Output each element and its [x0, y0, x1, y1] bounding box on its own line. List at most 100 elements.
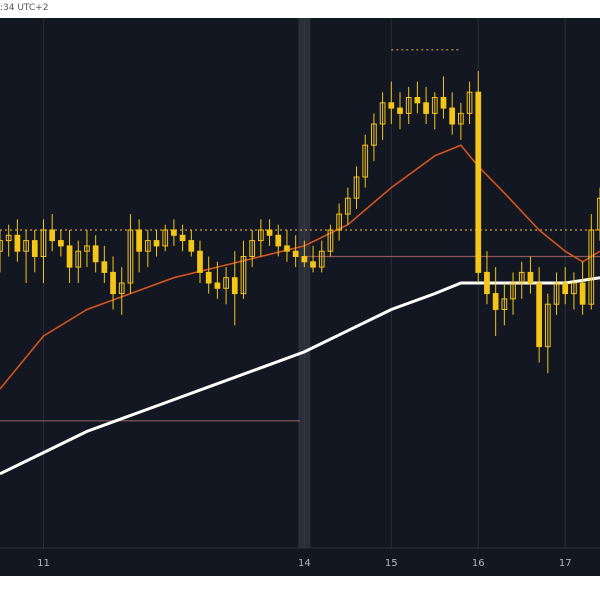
candle-body	[284, 245, 290, 252]
candle-body	[205, 271, 212, 284]
candle	[344, 187, 351, 225]
candle	[23, 230, 29, 283]
candle	[214, 261, 221, 299]
candle-body	[179, 234, 186, 242]
candle-body	[188, 240, 195, 252]
candle	[162, 224, 169, 252]
candle-body	[136, 229, 142, 252]
candle-body	[153, 240, 160, 247]
candle	[66, 230, 73, 283]
candle	[179, 224, 186, 252]
candle	[153, 230, 160, 257]
candle	[492, 267, 499, 336]
candle-body	[344, 197, 351, 215]
candle	[423, 86, 429, 124]
candle	[49, 214, 56, 252]
candle	[5, 224, 12, 257]
x-axis: 11 14 15 16 17	[0, 547, 600, 569]
candle-body	[275, 234, 282, 247]
candle-body	[249, 240, 256, 258]
candle	[475, 71, 482, 283]
candle	[75, 240, 82, 283]
candle	[205, 256, 212, 294]
candle-body	[327, 229, 334, 252]
candle	[397, 92, 403, 130]
candle	[458, 102, 464, 140]
candle-body	[49, 229, 56, 242]
candle	[440, 76, 447, 119]
candle-body	[144, 240, 151, 252]
candle	[84, 230, 90, 268]
candle-body	[240, 256, 247, 295]
candle-body	[223, 277, 229, 289]
highlight-band-layer	[298, 18, 311, 548]
candle	[118, 267, 125, 315]
candle-body	[101, 261, 108, 273]
candles[interactable]	[0, 71, 600, 374]
candle-body	[318, 250, 325, 268]
candle-body	[423, 102, 429, 114]
candle	[197, 240, 203, 283]
candle-body	[562, 282, 569, 295]
candle	[310, 245, 316, 273]
candle	[579, 261, 586, 315]
x-tick-label: 16	[472, 558, 485, 569]
candle-body	[397, 107, 403, 114]
candle	[527, 256, 534, 294]
candle-body	[75, 250, 82, 268]
candle-body	[458, 112, 464, 125]
candle-body	[362, 144, 369, 178]
candle	[318, 240, 325, 273]
candle	[414, 81, 421, 114]
candle	[127, 214, 134, 294]
candle-body	[214, 282, 221, 289]
candle	[562, 267, 569, 305]
fast-moving-average	[0, 144, 600, 390]
candle	[336, 203, 342, 241]
candle	[536, 267, 542, 363]
x-tick-label: 11	[37, 558, 50, 569]
candle	[327, 224, 334, 257]
candle	[266, 219, 273, 246]
candle-body	[388, 102, 395, 109]
candle-body	[127, 229, 134, 284]
candle	[501, 283, 508, 326]
candle-body	[405, 97, 412, 114]
candle	[571, 272, 577, 310]
x-tick-label: 17	[559, 558, 572, 569]
candle-body	[510, 282, 516, 300]
candle-body	[501, 298, 508, 310]
candle-body	[440, 97, 447, 109]
candle-body	[31, 240, 38, 258]
candle	[449, 92, 456, 135]
x-tick-label: 15	[385, 558, 398, 569]
candle-body	[449, 107, 456, 125]
timezone-label: :34 UTC+2	[0, 3, 49, 13]
candle-body	[588, 229, 595, 305]
candle	[405, 86, 412, 124]
level-lines	[0, 49, 600, 422]
session-highlight	[298, 18, 311, 548]
candle	[284, 230, 290, 262]
candle	[240, 240, 247, 299]
candle	[544, 293, 551, 374]
candle-body	[266, 229, 273, 236]
x-axis-background	[0, 548, 600, 576]
candle	[92, 235, 99, 273]
candle-body	[310, 261, 316, 268]
candle	[258, 219, 264, 257]
candle	[144, 230, 151, 268]
candle	[518, 261, 525, 299]
candle-body	[536, 282, 542, 348]
candle	[371, 113, 377, 162]
candle-body	[162, 229, 169, 247]
candle	[597, 187, 600, 241]
candle-body	[58, 240, 64, 247]
candle-body	[571, 282, 577, 295]
candle	[379, 92, 386, 140]
candle	[466, 81, 473, 124]
candle-body	[353, 176, 360, 199]
candle-body	[84, 245, 90, 252]
